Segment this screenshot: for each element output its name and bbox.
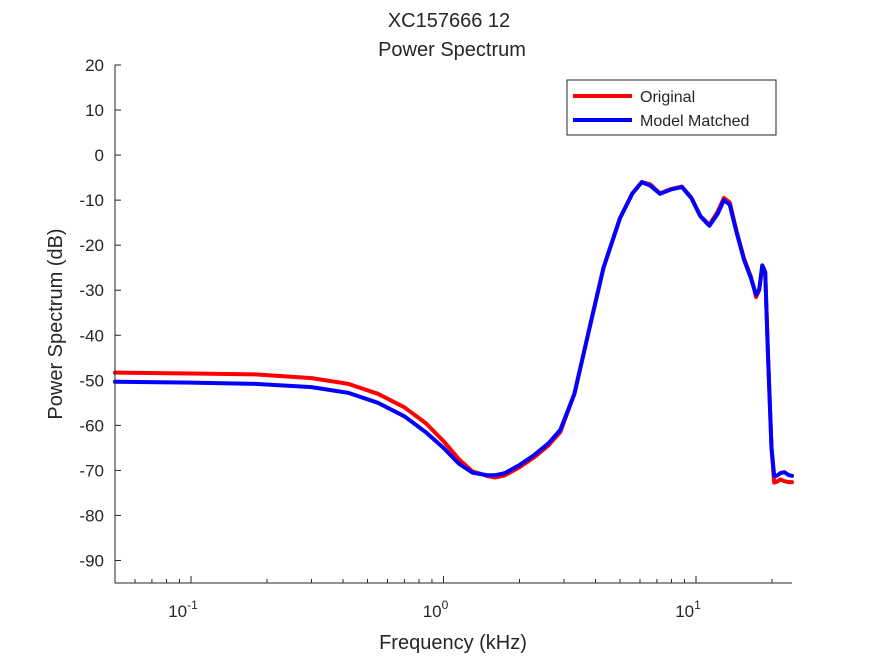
y-tick-label: -30	[79, 281, 104, 300]
y-tick-label: -80	[79, 506, 104, 525]
y-tick-label: 20	[85, 56, 104, 75]
series-line-model-matched	[113, 180, 794, 478]
legend: Original Model Matched	[566, 79, 777, 136]
x-tick-label-base: 10	[168, 602, 187, 621]
x-tick-label-exponent: -1	[187, 598, 198, 612]
legend-label-original: Original	[640, 89, 695, 106]
x-axis-ticks: 10-1 100 101	[114, 576, 773, 621]
y-tick-label: -20	[79, 236, 104, 255]
y-tick-label: -70	[79, 461, 104, 480]
x-tick-label: 101	[675, 598, 701, 621]
legend-label-model-matched: Model Matched	[640, 113, 749, 130]
y-tick-label: -40	[79, 326, 104, 345]
y-tick-label: -50	[79, 371, 104, 390]
chart-title-line2: Power Spectrum	[378, 39, 526, 61]
chart-title-line1: XC157666 12	[388, 10, 510, 32]
series-layer	[113, 180, 794, 485]
x-tick-label: 100	[423, 598, 449, 621]
y-tick-label: 0	[95, 146, 104, 165]
x-axis-label: Frequency (kHz)	[379, 632, 527, 654]
x-tick-label-exponent: 1	[694, 598, 701, 612]
y-axis-label: Power Spectrum (dB)	[45, 228, 67, 419]
y-tick-label: -60	[79, 416, 104, 435]
y-tick-label: -10	[79, 191, 104, 210]
x-tick-label-exponent: 0	[442, 598, 449, 612]
x-tick-label: 10-1	[168, 598, 198, 621]
x-tick-label-base: 10	[423, 602, 442, 621]
legend-box	[566, 79, 777, 136]
y-tick-label: 10	[85, 101, 104, 120]
y-tick-label: -90	[79, 551, 104, 570]
y-axis-ticks: 20 10 0 -10 -20 -30 -40 -50 -60 -70 -80 -90	[79, 56, 121, 570]
x-tick-label-base: 10	[675, 602, 694, 621]
